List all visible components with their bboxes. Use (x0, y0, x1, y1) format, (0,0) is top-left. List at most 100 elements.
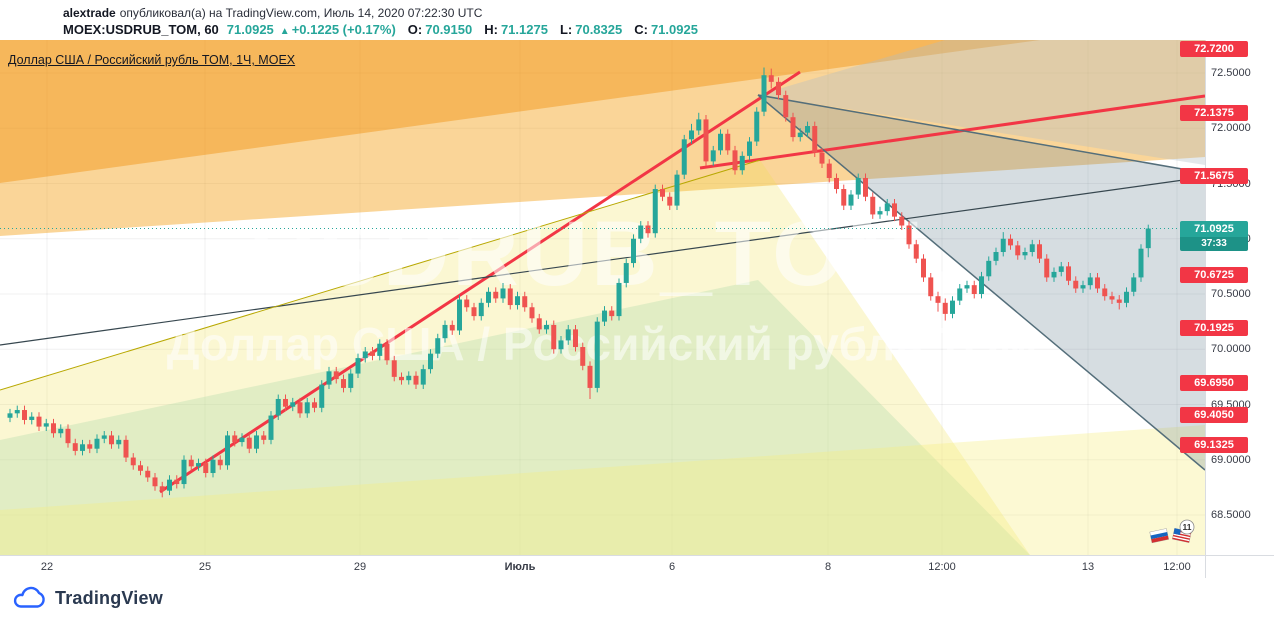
channel-olive-edge[interactable] (0, 159, 761, 391)
candle-down (203, 463, 209, 474)
chart-symbol-title: Доллар США / Российский рубль ТОМ, 1Ч, M… (8, 53, 296, 67)
candle-up (457, 299, 462, 331)
candle-up (116, 439, 122, 445)
candle-down (145, 470, 151, 478)
orange-wedge-topleft[interactable] (0, 40, 1040, 183)
candle-down (1109, 296, 1115, 300)
price-axis[interactable] (1206, 40, 1274, 555)
candle-down (384, 343, 390, 361)
candle-up (7, 413, 13, 418)
cloud-icon (13, 586, 45, 608)
candle-up (754, 111, 760, 142)
candle-down (790, 117, 796, 138)
price-alert-badge[interactable]: 69.4050 (1180, 406, 1248, 423)
snapshot-header: alextrade опубликовал(а) на TradingView.c… (0, 0, 1274, 40)
chart-canvas[interactable]: USDRUB_TOM, Доллар США / Российский рубл… (0, 40, 1205, 555)
green-zone[interactable] (0, 280, 1030, 555)
candle-up (689, 130, 694, 140)
candle-up (631, 238, 636, 264)
candle-up (623, 263, 629, 283)
candle-up (1080, 285, 1086, 289)
candle-down (522, 296, 528, 308)
candle-up (1145, 228, 1151, 249)
price-alert-badge[interactable]: 69.1325 (1180, 437, 1248, 454)
candle-down (899, 216, 905, 226)
count-bubble (1179, 519, 1195, 535)
price-alert-badge[interactable]: 70.1925 (1180, 319, 1248, 336)
price-alert-badge[interactable]: 70.6725 (1180, 266, 1248, 283)
candle-down (863, 177, 868, 197)
candle-down (152, 477, 158, 487)
candle-up (442, 324, 448, 339)
candle-down (971, 285, 977, 294)
price-alert-badge[interactable]: 72.7200 (1180, 40, 1248, 57)
candle-up (950, 300, 955, 314)
pennant-upper-line[interactable] (757, 94, 1205, 174)
candle-down (1116, 299, 1122, 303)
tradingview-logo-text: TradingView (55, 587, 163, 608)
candle-down (645, 225, 651, 234)
candle-up (254, 435, 259, 449)
candle-down (413, 375, 419, 385)
candle-up (355, 358, 361, 374)
candle-down (536, 318, 542, 330)
candle-up (986, 260, 992, 277)
price-alert-badge[interactable]: 69.6950 (1180, 374, 1248, 391)
price-alert-badge[interactable]: 72.1375 (1180, 105, 1248, 122)
red-trendline-upper[interactable] (699, 94, 1205, 170)
candle-down (217, 459, 223, 466)
candle-up (210, 459, 216, 474)
candle-up (428, 353, 433, 370)
yellow-wedge-mid[interactable] (0, 160, 1030, 555)
candle-down (87, 444, 93, 449)
candle-up (290, 402, 296, 407)
candle-up (94, 438, 100, 449)
yellow-band-bottom[interactable] (0, 425, 1205, 555)
candle-up (957, 288, 963, 301)
candle-up (797, 132, 803, 138)
candle-up (674, 174, 680, 206)
candle-up (58, 428, 64, 434)
candle-down (1008, 238, 1013, 246)
gray-triangle-topright[interactable] (758, 40, 1205, 165)
candle-up (544, 324, 549, 330)
candle-down (1095, 277, 1100, 289)
time-axis[interactable] (0, 556, 1274, 578)
candle-down (609, 310, 615, 317)
candle-down (529, 307, 535, 319)
low-value: 70.8325 (575, 22, 623, 37)
candle-up (181, 459, 187, 485)
candle-up (602, 310, 607, 322)
orange-band-top[interactable] (0, 40, 1205, 236)
candle-up (1022, 252, 1028, 256)
candle-down (449, 324, 455, 331)
candle-up (855, 177, 861, 195)
candle-down (913, 244, 919, 259)
candle-up (1000, 238, 1006, 253)
candle-down (819, 152, 825, 164)
candle-down (1102, 288, 1108, 297)
candle-up (884, 203, 890, 212)
candle-down (928, 277, 934, 297)
candle-down (471, 307, 477, 317)
candle-down (703, 119, 709, 162)
red-trendline-main[interactable] (159, 70, 801, 494)
candle-up (696, 119, 702, 131)
candle-up (1087, 277, 1093, 286)
candle-down (660, 189, 665, 197)
candle-up (319, 384, 325, 408)
candle-down (841, 189, 847, 206)
candle-up (239, 437, 245, 443)
chart-pane[interactable]: USDRUB_TOM, Доллар США / Российский рубл… (0, 40, 1205, 555)
tradingview-logo[interactable]: TradingView (10, 585, 163, 611)
candle-down (768, 75, 774, 82)
bar-countdown: 37:33 (1180, 236, 1248, 251)
candle-up (1124, 291, 1129, 303)
price-alert-badge[interactable]: 71.5675 (1180, 168, 1248, 185)
candle-up (486, 291, 491, 303)
long-thin-trendline[interactable] (0, 176, 1205, 346)
price-axis-border (1205, 40, 1206, 578)
watermark-description: Доллар США / Российский рубль ТОМ (167, 318, 1038, 370)
up-arrow-icon: ▲ (279, 26, 290, 37)
candle-down (587, 365, 593, 388)
